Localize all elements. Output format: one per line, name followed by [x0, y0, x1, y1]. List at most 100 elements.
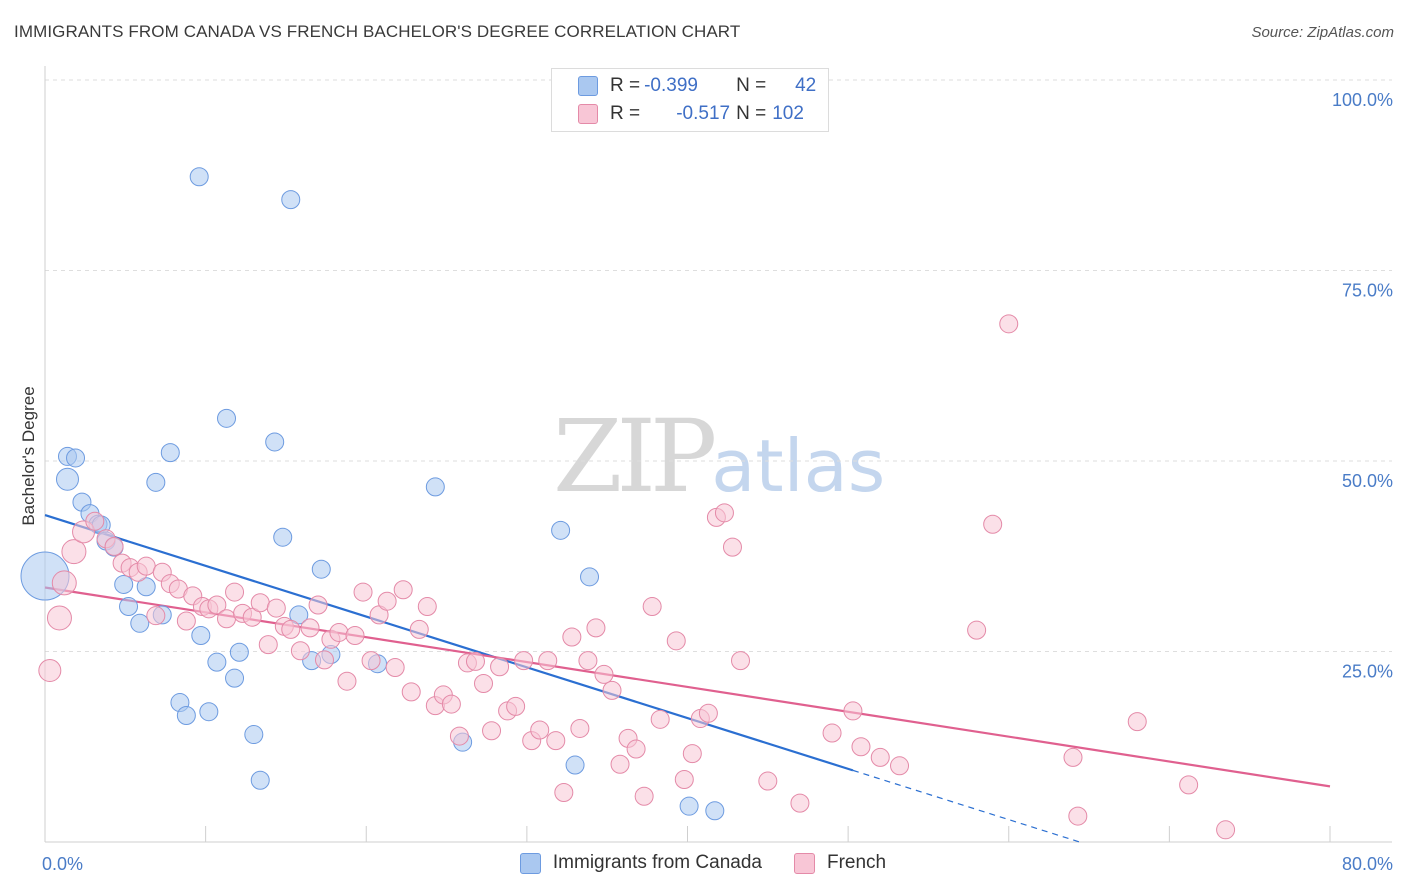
legend-item-french[interactable]: French [793, 852, 887, 874]
point-canada [551, 520, 571, 540]
legend-r-value: -0.517 [676, 103, 731, 124]
point-canada [217, 408, 237, 428]
trend-line-canada-extension [852, 769, 1080, 843]
x-tick-label: 80.0% [1342, 854, 1393, 874]
point-french [634, 786, 654, 806]
axis-labels: 25.0% 50.0% 75.0% 100.0% 0.0% 80.0% Bachelor's… [19, 90, 1393, 874]
point-canada [250, 770, 270, 790]
legend-row-french: R = -0.517 N = 102 [578, 101, 816, 127]
point-canada [311, 559, 331, 579]
point-french [266, 598, 286, 618]
point-french [258, 635, 278, 655]
point-french [281, 619, 301, 639]
point-canada [119, 597, 139, 617]
point-french [822, 723, 842, 743]
point-french [843, 701, 863, 721]
point-french [626, 739, 646, 759]
point-french [967, 620, 987, 640]
point-french [1179, 775, 1199, 795]
point-french [851, 737, 871, 757]
legend-n-label: N = [736, 103, 767, 124]
point-canada [289, 605, 309, 625]
trend-line-canada [44, 514, 854, 772]
point-french [1216, 820, 1236, 840]
series-legend: Immigrants from Canada French [0, 852, 1406, 874]
point-french [999, 314, 1019, 334]
point-canada [580, 567, 600, 587]
point-french [983, 514, 1003, 534]
point-french [308, 595, 328, 615]
point-french [225, 582, 245, 602]
point-canada [191, 625, 211, 645]
point-canada [265, 432, 285, 452]
legend-swatch-french [578, 104, 598, 124]
watermark-atlas: atlas [711, 424, 886, 508]
legend-swatch-canada [578, 76, 598, 96]
y-axis-label: Bachelor's Degree [19, 386, 38, 525]
point-french [1127, 712, 1147, 732]
point-canada [176, 706, 196, 726]
point-french [610, 754, 630, 774]
point-french [85, 511, 105, 531]
point-french [538, 651, 558, 671]
point-french [337, 671, 357, 691]
point-canada [160, 443, 180, 463]
point-french [361, 651, 381, 671]
point-canada [229, 642, 249, 662]
legend-label-french: French [826, 852, 887, 873]
point-canada [273, 527, 293, 547]
point-french [250, 593, 270, 613]
point-french [642, 597, 662, 617]
point-french [586, 618, 606, 638]
y-tick-label: 25.0% [1342, 662, 1393, 682]
point-french [465, 651, 485, 671]
point-canada [225, 668, 245, 688]
point-french [207, 595, 227, 615]
legend-r-value: -0.399 [644, 75, 698, 96]
point-french [417, 597, 437, 617]
point-canada [705, 801, 725, 821]
point-french [51, 570, 77, 596]
point-canada [146, 472, 166, 492]
legend-item-canada[interactable]: Immigrants from Canada [519, 852, 762, 874]
point-french [474, 674, 494, 694]
point-french [554, 782, 574, 802]
point-french [61, 539, 87, 565]
point-french [377, 591, 397, 611]
point-canada [199, 702, 219, 722]
point-french [242, 607, 262, 627]
point-french [314, 650, 334, 670]
y-tick-label: 75.0% [1342, 281, 1393, 301]
point-french [562, 627, 582, 647]
point-canada [425, 477, 445, 497]
legend-swatch-canada [519, 852, 541, 874]
point-french [666, 631, 686, 651]
legend-n-value: 42 [795, 75, 817, 96]
point-french [345, 625, 365, 645]
point-french [602, 680, 622, 700]
point-french [290, 641, 310, 661]
chart-title: IMMIGRANTS FROM CANADA VS FRENCH BACHELO… [14, 22, 741, 41]
source-label: Source: ZipAtlas.com [1251, 24, 1394, 41]
point-french [217, 609, 237, 629]
point-canada [565, 755, 585, 775]
point-canada [55, 467, 79, 491]
point-french [300, 618, 320, 638]
point-canada [189, 167, 209, 187]
point-french [449, 726, 469, 746]
point-canada [114, 574, 134, 594]
point-french [790, 793, 810, 813]
point-french [650, 709, 670, 729]
watermark-zip: ZIP [553, 398, 717, 515]
y-tick-label: 100.0% [1332, 90, 1393, 110]
stats-legend: R = -0.399 N = 42 R = -0.517 N = 102 [551, 68, 829, 132]
point-french [136, 556, 156, 576]
point-canada [281, 190, 301, 210]
point-french [714, 503, 734, 523]
watermark: ZIPatlas [553, 398, 885, 515]
point-french [1068, 806, 1088, 826]
point-french [490, 657, 510, 677]
legend-n-label: N = [736, 75, 767, 96]
legend-row-canada: R = -0.399 N = 42 [578, 73, 816, 99]
data-points [20, 167, 1236, 840]
